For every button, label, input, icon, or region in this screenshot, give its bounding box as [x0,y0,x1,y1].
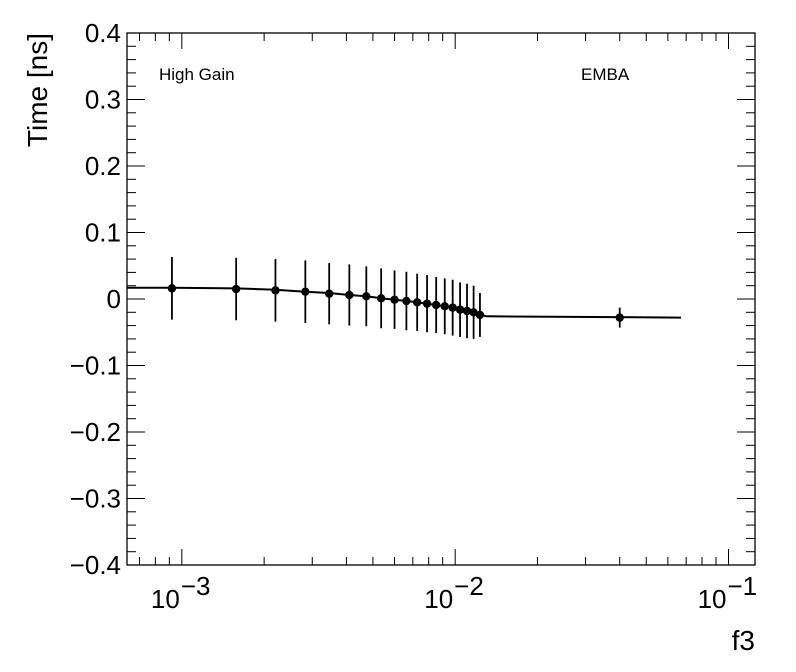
x-tick-label: 10 [424,584,453,614]
y-tick-label: 0.2 [85,151,121,181]
x-axis-title: f3 [732,625,755,656]
y-tick-label: 0.3 [85,85,121,115]
data-point [362,292,371,301]
y-tick-label: 0.1 [85,218,121,248]
y-tick-label: −0.4 [70,550,121,580]
y-tick-label: −0.1 [70,351,121,381]
data-point [167,284,177,293]
data-point [448,303,457,312]
data-point [412,298,422,307]
data-point [231,284,241,294]
data-point [422,299,432,308]
data-point [462,306,472,316]
data-point [390,295,399,304]
x-tick-exponent: −3 [181,571,211,601]
x-tick-label: 10 [698,584,727,614]
data-point [615,313,624,322]
data-points [167,257,624,339]
data-point [440,302,449,311]
axis-ticks [127,32,755,566]
x-tick-labels: 10 −3 10 −2 10 −1 [151,571,757,614]
data-point [431,300,441,310]
data-point [402,296,411,306]
data-point [469,308,478,317]
annotation-emba: EMBA [581,65,630,84]
data-point [475,310,485,320]
data-point [301,287,310,296]
x-tick-exponent: −2 [454,571,484,601]
y-tick-label: 0.4 [85,18,121,48]
data-point [271,286,280,295]
y-tick-labels: 0.4 0.3 0.2 0.1 0 −0.1 −0.2 −0.3 −0.4 [70,18,121,580]
data-point [455,305,465,314]
y-axis-title: Time [ns] [22,33,53,147]
y-tick-label: −0.2 [70,417,121,447]
data-point [345,290,354,300]
data-point [376,294,386,303]
x-tick-label: 10 [151,584,180,614]
data-point [324,289,334,298]
y-tick-label: −0.3 [70,484,121,514]
annotation-high-gain: High Gain [159,65,235,84]
x-tick-exponent: −1 [728,571,758,601]
plot-frame [126,32,756,566]
y-tick-label: 0 [107,284,121,314]
